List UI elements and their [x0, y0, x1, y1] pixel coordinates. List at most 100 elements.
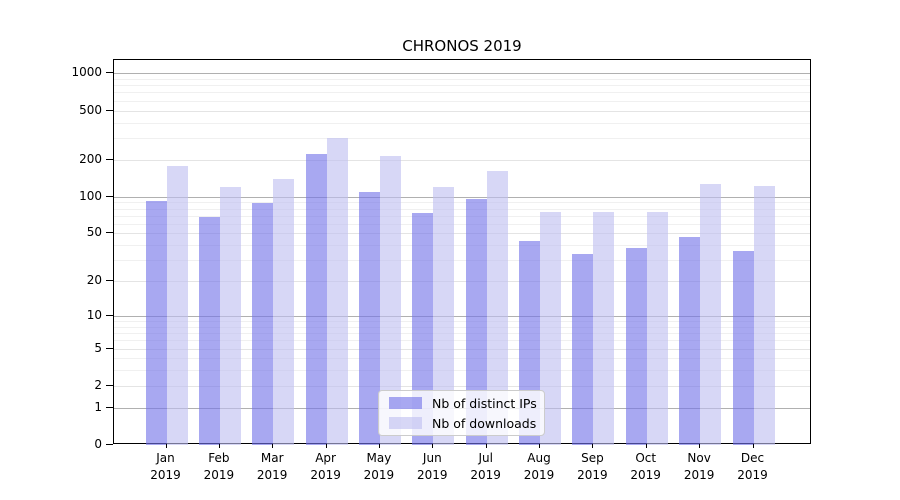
- y-tick-label-20: 20: [86, 273, 102, 288]
- y-tick-mark: [106, 315, 113, 316]
- gridline-60: [114, 223, 810, 225]
- legend-label: Nb of distinct IPs: [432, 395, 537, 411]
- x-tick-label-nov: Nov 2019: [683, 451, 715, 482]
- bar-ips-may: [358, 191, 380, 445]
- y-tick-label-100: 100: [79, 188, 102, 203]
- legend-swatch-icon: [389, 417, 422, 429]
- x-tick-mark: [485, 444, 487, 448]
- y-tick-mark: [106, 195, 113, 197]
- y-tick-mark: [106, 232, 113, 234]
- legend: Nb of distinct IPs Nb of downloads: [378, 390, 545, 436]
- x-tick-label-jul: Jul 2019: [470, 451, 501, 482]
- x-tick-mark: [699, 444, 701, 448]
- bar-ips-dec: [732, 250, 754, 445]
- gridline-500: [114, 110, 810, 112]
- x-tick-label-feb: Feb 2019: [203, 451, 235, 482]
- x-tick-label-may: May 2019: [363, 451, 395, 482]
- bar-downloads-may: [379, 156, 401, 445]
- legend-swatch-icon: [389, 397, 422, 409]
- gridline-20: [114, 281, 810, 283]
- bar-downloads-aug: [540, 212, 561, 445]
- y-tick-label-0: 0: [94, 437, 102, 451]
- x-tick-mark: [432, 444, 434, 448]
- x-tick-mark: [325, 444, 327, 448]
- plot-area: Nb of distinct IPs Nb of downloads: [113, 59, 811, 445]
- gridline-900: [114, 78, 810, 80]
- gridline-700: [114, 92, 810, 94]
- bar-downloads-sep: [593, 212, 615, 445]
- x-tick-mark: [378, 444, 380, 448]
- x-tick-label-jun: Jun 2019: [417, 451, 448, 482]
- bar-ips-jan: [145, 201, 167, 445]
- y-tick-label-10: 10: [86, 308, 102, 322]
- x-tick-mark: [539, 444, 540, 448]
- y-tick-mark: [106, 72, 113, 74]
- bar-downloads-dec: [753, 186, 775, 445]
- gridline-70: [114, 215, 810, 217]
- gridline-400: [114, 122, 810, 124]
- x-tick-label-jan: Jan 2019: [150, 451, 181, 482]
- bar-downloads-mar: [273, 179, 295, 445]
- gridline-600: [114, 100, 810, 102]
- y-tick-mark: [106, 347, 113, 349]
- gridline-5: [114, 348, 810, 350]
- gridline-100: [114, 196, 810, 198]
- y-tick-mark: [106, 406, 113, 408]
- gridline-6: [114, 340, 810, 342]
- y-tick-mark: [106, 444, 113, 445]
- x-tick-mark: [272, 444, 274, 448]
- y-tick-label-50: 50: [86, 225, 102, 240]
- gridline-80: [114, 208, 810, 210]
- bar-ips-oct: [625, 247, 647, 445]
- x-tick-label-apr: Apr 2019: [310, 451, 341, 482]
- gridline-90: [114, 202, 810, 204]
- bar-ips-apr: [305, 154, 327, 445]
- y-tick-label-500: 500: [79, 102, 102, 117]
- x-tick-label-sep: Sep 2019: [577, 451, 608, 482]
- bar-downloads-oct: [646, 212, 668, 445]
- x-tick-mark: [592, 444, 594, 448]
- y-tick-label-200: 200: [79, 151, 102, 166]
- legend-label: Nb of downloads: [432, 415, 537, 431]
- y-tick-mark: [106, 158, 113, 160]
- y-tick-label-1: 1: [94, 399, 102, 414]
- bar-ips-sep: [572, 253, 594, 445]
- chart-title: CHRONOS 2019: [402, 37, 522, 55]
- y-tick-mark: [106, 280, 113, 282]
- gridline-2: [114, 385, 810, 387]
- bar-ips-mar: [252, 202, 274, 445]
- y-tick-mark: [106, 109, 113, 111]
- x-tick-mark: [165, 444, 167, 448]
- gridline-50: [114, 233, 810, 235]
- bar-ips-nov: [679, 236, 701, 445]
- gridline-300: [114, 137, 810, 139]
- gridline-800: [114, 85, 810, 87]
- gridline-40: [114, 245, 810, 247]
- bar-downloads-nov: [700, 183, 722, 445]
- gridline-7: [114, 333, 810, 335]
- gridline-9: [114, 321, 810, 323]
- y-tick-label-5: 5: [94, 340, 102, 355]
- bar-downloads-jun: [433, 187, 455, 445]
- bar-ips-jun: [412, 212, 434, 445]
- x-tick-label-mar: Mar 2019: [256, 451, 288, 482]
- y-tick-mark: [106, 384, 113, 386]
- y-tick-label-2: 2: [94, 377, 102, 392]
- bar-downloads-feb: [219, 186, 241, 445]
- bar-downloads-jul: [486, 170, 508, 445]
- gridline-200: [114, 159, 810, 161]
- gridline-4: [114, 358, 810, 360]
- gridline-1000: [114, 73, 810, 75]
- bar-ips-jul: [465, 198, 487, 445]
- x-tick-label-oct: Oct 2019: [630, 451, 661, 482]
- x-tick-label-aug: Aug 2019: [523, 451, 555, 482]
- x-tick-mark: [218, 444, 220, 448]
- bar-ips-feb: [198, 217, 220, 445]
- gridline-10: [114, 316, 810, 317]
- x-tick-mark: [752, 444, 754, 448]
- bar-downloads-apr: [326, 138, 348, 445]
- legend-row-downloads: Nb of downloads: [389, 415, 537, 431]
- x-tick-mark: [645, 444, 647, 448]
- y-tick-label-1000: 1000: [71, 65, 102, 80]
